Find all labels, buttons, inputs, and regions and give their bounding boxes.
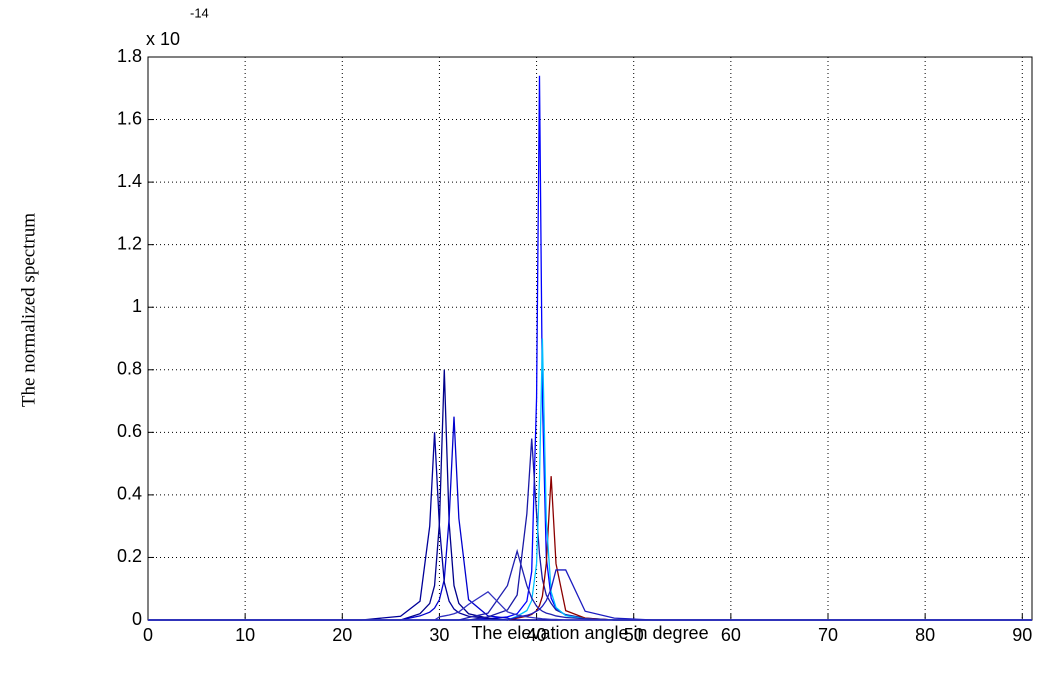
y-tick-label: 0.4 (117, 484, 142, 504)
y-tick-label: 0.2 (117, 546, 142, 566)
x-tick-label: 30 (429, 625, 449, 645)
x-tick-label: 90 (1012, 625, 1032, 645)
y-tick-label: 0.8 (117, 359, 142, 379)
plot-frame (147, 56, 1033, 621)
y-tick-label: 0.6 (117, 421, 142, 441)
x-tick-label: 10 (235, 625, 255, 645)
series-line (148, 416, 1032, 621)
x-tick-label: 0 (143, 625, 153, 645)
y-axis-label: The normalized spectrum (18, 213, 39, 407)
x-tick-label: 60 (721, 625, 741, 645)
y-tick-label: 1.8 (117, 46, 142, 66)
y-tick-label: 1.6 (117, 108, 142, 128)
x-axis-label: The elevation angle in degree (471, 623, 708, 643)
y-tick-label: 1.2 (117, 233, 142, 253)
series-line (148, 432, 1032, 621)
x-tick-label: 20 (332, 625, 352, 645)
series-line (148, 591, 1032, 621)
series-line (148, 569, 1032, 621)
x-tick-label: 40 (527, 625, 547, 645)
x-tick-label: 50 (624, 625, 644, 645)
series-line (148, 438, 1032, 621)
y-tick-label: 1 (132, 296, 142, 316)
x-tick-label: 80 (915, 625, 935, 645)
series-line (148, 548, 1032, 621)
series-line (148, 476, 1032, 621)
y-tick-label: 0 (132, 609, 142, 629)
y-multiplier: x 10 (146, 29, 180, 49)
x-tick-label: 70 (818, 625, 838, 645)
series-line (148, 75, 1032, 621)
y-exponent: -14 (190, 5, 209, 20)
y-tick-label: 1.4 (117, 171, 142, 191)
series-line (148, 338, 1032, 621)
